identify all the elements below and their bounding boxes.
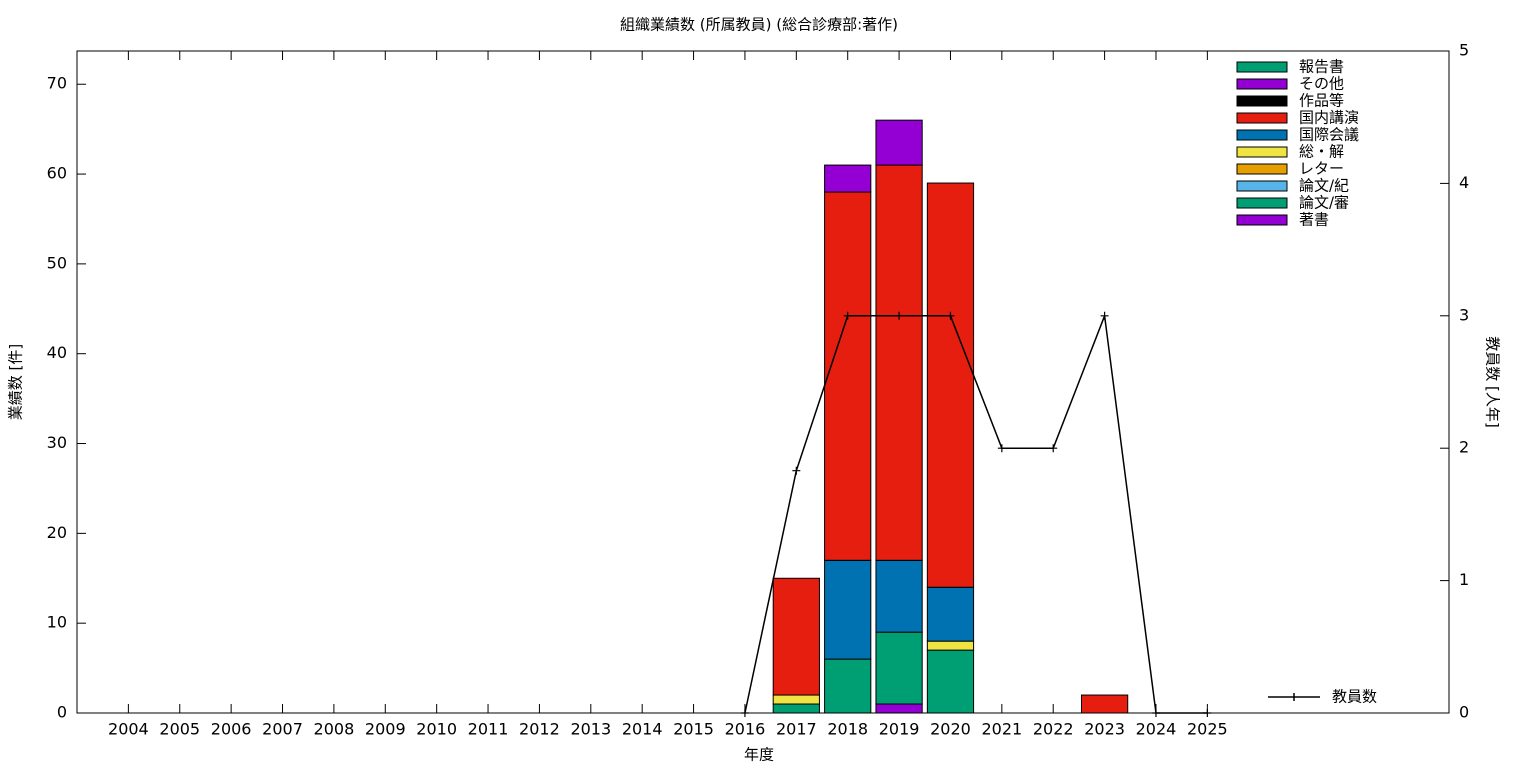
- legend-label: 国内講演: [1299, 109, 1359, 127]
- line-point: [1151, 709, 1160, 717]
- bar-segment: [926, 640, 975, 651]
- x-tick-label: 2014: [622, 720, 663, 739]
- bar-segment: [1080, 694, 1129, 714]
- x-tick-label: 2025: [1187, 720, 1228, 739]
- legend-label: その他: [1299, 75, 1344, 93]
- x-tick-label: 2021: [981, 720, 1022, 739]
- x-tick-label: 2006: [211, 720, 252, 739]
- bar-segment: [875, 559, 923, 633]
- line-series: [744, 315, 1208, 714]
- x-tick-label: 2013: [570, 720, 611, 739]
- bar-segment: [824, 658, 872, 714]
- bar-segment: [824, 191, 872, 561]
- y-tick-label: 0: [57, 703, 67, 722]
- legend-label: レター: [1299, 160, 1344, 178]
- bar-segment: [926, 649, 975, 714]
- bar-segment: [875, 164, 923, 561]
- legend-swatch: [1236, 197, 1288, 209]
- y-tick-label: 30: [47, 433, 67, 452]
- x-tick-label: 2012: [519, 720, 560, 739]
- legend-swatch: [1236, 146, 1288, 158]
- bar-segment: [926, 182, 975, 588]
- y2-tick-label: 2: [1459, 438, 1469, 457]
- bar-segment: [926, 586, 975, 642]
- legend-label: 報告書: [1299, 58, 1344, 76]
- legend-swatch: [1236, 163, 1288, 175]
- x-tick-label: 2018: [827, 720, 868, 739]
- chart-title: 組織業績数 (所属教員) (総合診療部:著作): [620, 16, 898, 34]
- bar-segment: [875, 631, 923, 705]
- line-point: [1100, 311, 1109, 320]
- x-tick-label: 2022: [1033, 720, 1074, 739]
- legend-swatch: [1236, 214, 1288, 226]
- line-point: [997, 444, 1006, 453]
- x-tick-label: 2015: [673, 720, 714, 739]
- legend-swatch: [1236, 112, 1288, 124]
- line-point: [946, 311, 955, 320]
- y-tick-label: 60: [47, 164, 67, 183]
- legend-line: [1268, 693, 1320, 701]
- bar-segment: [772, 577, 820, 696]
- x-tick-label: 2007: [262, 720, 303, 739]
- y2-tick-label: 1: [1459, 570, 1469, 589]
- legend-label: 国際会議: [1299, 126, 1359, 144]
- legend-label: 教員数: [1332, 688, 1377, 706]
- bar-segment: [824, 559, 872, 660]
- y-tick-label: 50: [47, 253, 67, 272]
- x-tick-label: 2024: [1136, 720, 1177, 739]
- y2-tick-label: 4: [1459, 173, 1469, 192]
- x-tick-label: 2004: [108, 720, 149, 739]
- y2-axis-label: 教員数 [人年]: [1484, 336, 1502, 427]
- y-tick-label: 20: [47, 523, 67, 542]
- plot-frame: [76, 50, 1450, 714]
- legend-swatch: [1236, 180, 1288, 192]
- x-tick-label: 2011: [468, 720, 509, 739]
- y-tick-label: 10: [47, 613, 67, 632]
- line-point: [895, 311, 904, 320]
- legend-label: 総・解: [1299, 143, 1344, 161]
- bar-segment: [875, 119, 923, 166]
- y2-tick-label: 0: [1459, 703, 1469, 722]
- y-tick-label: 40: [47, 343, 67, 362]
- x-tick-label: 2023: [1084, 720, 1125, 739]
- bar-segment: [772, 703, 820, 714]
- legend-swatch: [1236, 129, 1288, 141]
- line-point: [1203, 709, 1212, 717]
- x-tick-label: 2017: [776, 720, 817, 739]
- bar-segment: [824, 164, 872, 193]
- legend-swatch: [1236, 61, 1288, 73]
- legend-swatch: [1236, 78, 1288, 90]
- legend-label: 作品等: [1299, 92, 1344, 110]
- line-point: [1049, 444, 1058, 453]
- bar-segment: [875, 703, 923, 714]
- legend-swatch: [1236, 95, 1288, 107]
- legend-label: 論文/審: [1299, 194, 1349, 212]
- bar-segment: [772, 694, 820, 705]
- line-point: [843, 311, 852, 320]
- y2-tick-label: 3: [1459, 305, 1469, 324]
- y-tick-label: 70: [47, 74, 67, 93]
- x-tick-label: 2016: [725, 720, 766, 739]
- x-tick-label: 2008: [314, 720, 355, 739]
- legend-label: 論文/紀: [1299, 177, 1349, 195]
- x-tick-label: 2009: [365, 720, 406, 739]
- x-tick-label: 2010: [416, 720, 457, 739]
- x-axis-label: 年度: [744, 746, 774, 764]
- x-tick-label: 2020: [930, 720, 971, 739]
- legend-label: 著書: [1299, 211, 1329, 229]
- line-point: [740, 709, 749, 717]
- x-tick-label: 2005: [159, 720, 200, 739]
- y-axis-label: 業績数 [件]: [7, 344, 25, 420]
- line-point: [792, 466, 801, 475]
- x-tick-label: 2019: [879, 720, 920, 739]
- y2-tick-label: 5: [1459, 41, 1469, 60]
